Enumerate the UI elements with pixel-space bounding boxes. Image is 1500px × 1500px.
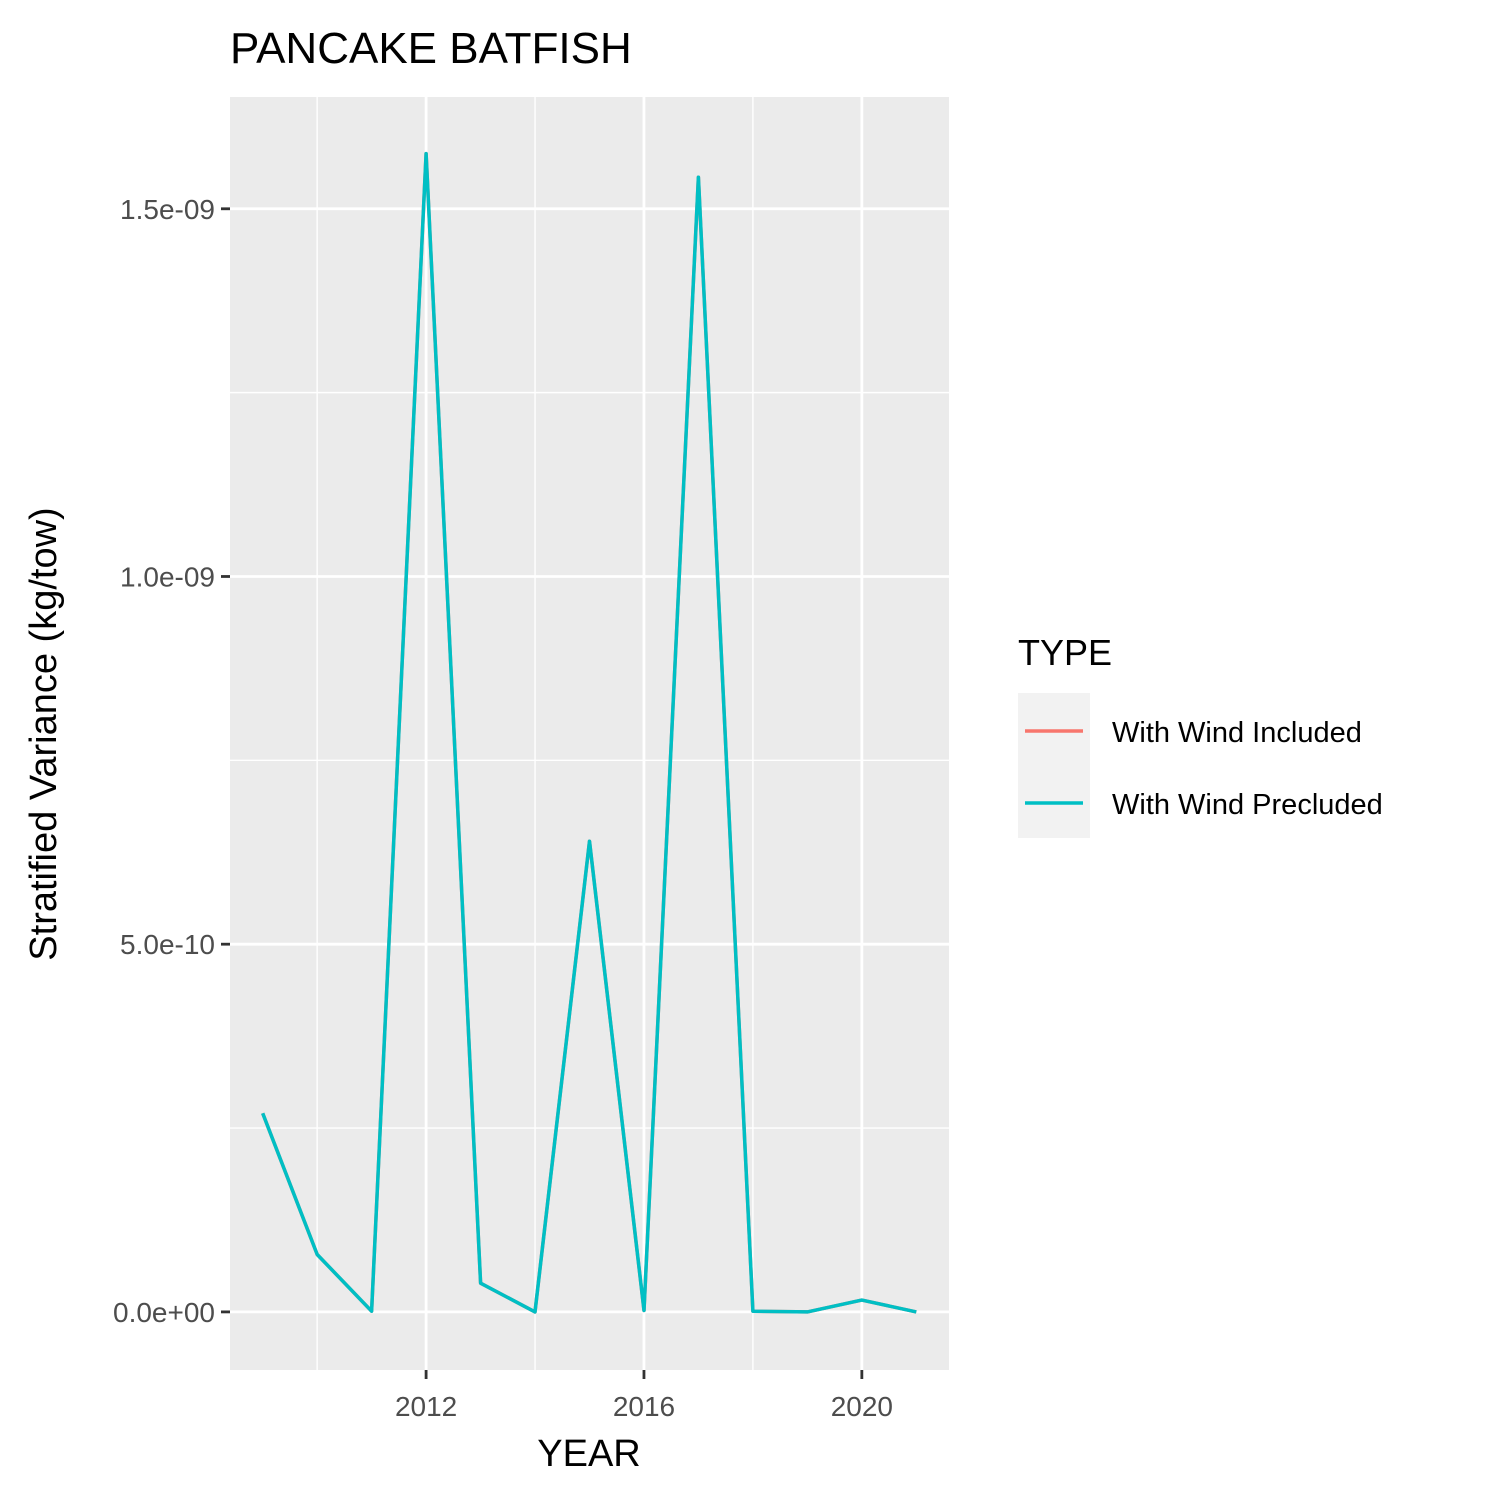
- legend: TYPE With Wind Included With Wind Preclud…: [1018, 632, 1383, 838]
- y-tick-label: 1.0e-09: [120, 561, 215, 592]
- x-tick-label: 2020: [831, 1391, 893, 1422]
- x-axis: 2012 2016 2020: [395, 1370, 893, 1422]
- series-lines: [261, 151, 917, 1314]
- x-axis-title: YEAR: [537, 1433, 640, 1475]
- x-tick-label: 2012: [395, 1391, 457, 1422]
- y-axis-title: Stratified Variance (kg/tow): [23, 507, 65, 960]
- x-tick-label: 2016: [613, 1391, 675, 1422]
- y-tick-label: 5.0e-10: [120, 929, 215, 960]
- grid-major: [230, 97, 949, 1370]
- legend-title: TYPE: [1018, 632, 1112, 673]
- legend-items: With Wind Included With Wind Precluded: [1025, 717, 1383, 821]
- legend-label-2: With Wind Precluded: [1112, 789, 1383, 821]
- legend-label-1: With Wind Included: [1112, 717, 1362, 749]
- chart-title: PANCAKE BATFISH: [230, 24, 632, 73]
- y-tick-label: 0.0e+00: [113, 1297, 215, 1328]
- legend-key-background: [1018, 693, 1090, 838]
- series-line-2: [261, 151, 917, 1314]
- plot-panel: [230, 97, 949, 1370]
- grid-minor: [230, 97, 949, 1370]
- y-tick-label: 1.5e-09: [120, 194, 215, 225]
- y-axis: 0.0e+00 5.0e-10 1.0e-09 1.5e-09: [113, 194, 230, 1328]
